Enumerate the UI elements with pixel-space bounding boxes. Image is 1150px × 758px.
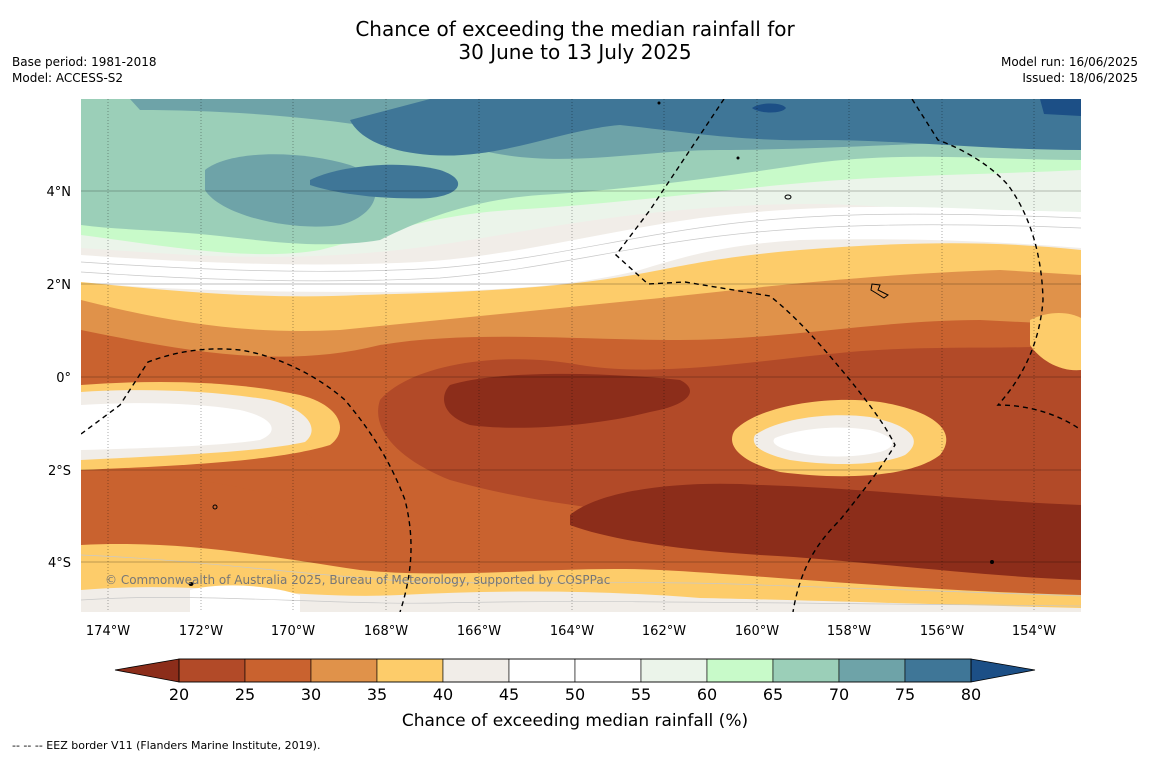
colorbar-tick-label: 20 (169, 685, 189, 704)
colorbar-tick-label: 75 (895, 685, 915, 704)
colorbar-cell (442, 658, 510, 683)
colorbar-high-extend (971, 659, 1035, 682)
lon-label: 162°W (642, 624, 686, 639)
lat-label: 4°N (47, 185, 72, 200)
colorbar-tick-label: 50 (565, 685, 585, 704)
colorbar-tick-label: 65 (763, 685, 783, 704)
copyright-text: © Commonwealth of Australia 2025, Bureau… (105, 573, 610, 587)
lon-label: 174°W (86, 624, 130, 639)
colorbar-cell (574, 658, 642, 683)
model-run: Model run: 16/06/2025 (1000, 55, 1138, 69)
lon-label: 156°W (920, 624, 964, 639)
lon-label: 166°W (457, 624, 501, 639)
lon-label: 164°W (550, 624, 594, 639)
colorbar-label: Chance of exceeding median rainfall (%) (402, 711, 748, 731)
rainfall-probability-field (81, 99, 1081, 612)
colorbar-cell (772, 658, 840, 683)
colorbar-cell (904, 658, 972, 683)
colorbar-frame (178, 658, 972, 683)
colorbar (114, 658, 1036, 683)
lon-label: 160°W (735, 624, 779, 639)
longitude-labels: 174°W 172°W 170°W 168°W 166°W 164°W 162°… (86, 624, 1056, 639)
model-name: Model: ACCESS-S2 (12, 71, 124, 85)
colorbar-cell (838, 658, 906, 683)
model-info: Base period: 1981-2018 Model: ACCESS-S2 (12, 54, 157, 86)
lon-label: 158°W (827, 624, 871, 639)
lat-label: 0° (56, 371, 71, 386)
colorbar-cell (376, 658, 444, 683)
issued-date: Issued: 18/06/2025 (1022, 71, 1138, 85)
colorbar-cell (508, 658, 576, 683)
lat-label: 2°S (48, 464, 71, 479)
colorbar-cell (640, 658, 708, 683)
colorbar-tick-label: 35 (367, 685, 387, 704)
run-info: Model run: 16/06/2025 Issued: 18/06/2025 (1001, 54, 1138, 86)
title-line-1: Chance of exceeding the median rainfall … (355, 17, 795, 41)
lon-label: 170°W (271, 624, 315, 639)
colorbar-tick-label: 60 (697, 685, 717, 704)
colorbar-tick-label: 30 (301, 685, 321, 704)
title-line-2: 30 June to 13 July 2025 (458, 40, 692, 64)
lon-label: 168°W (364, 624, 408, 639)
colorbar-tick-label: 80 (961, 685, 981, 704)
lon-label: 172°W (179, 624, 223, 639)
contour-lines (81, 213, 1081, 607)
lon-label: 154°W (1012, 624, 1056, 639)
base-period: Base period: 1981-2018 (12, 55, 157, 69)
colorbar-tick-label: 45 (499, 685, 519, 704)
map-title: Chance of exceeding the median rainfall … (0, 18, 1150, 64)
lat-label: 4°S (48, 556, 71, 571)
latitude-gridlines (81, 190, 1081, 563)
colorbar-tick-label: 70 (829, 685, 849, 704)
colorbar-cell (706, 658, 774, 683)
island-outlines (188, 101, 994, 586)
colorbar-ticks: 20 25 30 35 40 45 50 55 60 65 70 75 80 (169, 685, 981, 704)
colorbar-tick-label: 55 (631, 685, 651, 704)
latitude-labels: 4°N 2°N 0° 2°S 4°S (47, 185, 72, 571)
eez-border-note: -- -- -- EEZ border V11 (Flanders Marine… (12, 739, 321, 752)
colorbar-tick-label: 40 (433, 685, 453, 704)
eez-border-lines (81, 99, 1081, 612)
colorbar-cell (178, 658, 246, 683)
colorbar-cell (244, 658, 312, 683)
lat-label: 2°N (47, 278, 72, 293)
colorbar-low-extend (115, 659, 179, 682)
colorbar-cell (310, 658, 378, 683)
colorbar-tick-label: 25 (235, 685, 255, 704)
